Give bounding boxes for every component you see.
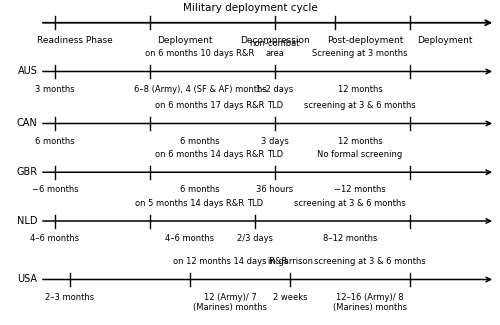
Text: TLD: TLD (247, 199, 263, 208)
Text: Deployment: Deployment (157, 36, 213, 45)
Text: 2–3 months: 2–3 months (46, 292, 94, 302)
Text: 6 months: 6 months (35, 136, 75, 146)
Text: Military deployment cycle: Military deployment cycle (182, 3, 318, 13)
Text: GBR: GBR (16, 167, 38, 177)
Text: 6–8 (Army), 4 (SF & AF) months: 6–8 (Army), 4 (SF & AF) months (134, 84, 266, 94)
Text: screening at 3 & 6 months: screening at 3 & 6 months (294, 199, 406, 208)
Text: NLD: NLD (17, 216, 38, 226)
Text: 1–2 days: 1–2 days (256, 84, 294, 94)
Text: No formal screening: No formal screening (318, 150, 402, 159)
Text: TLD: TLD (267, 101, 283, 111)
Text: Decompression: Decompression (240, 36, 310, 45)
Text: on 12 months 14 days R&R: on 12 months 14 days R&R (173, 257, 287, 266)
Text: 12 (Army)/ 7
(Marines) months: 12 (Army)/ 7 (Marines) months (193, 292, 267, 312)
Text: non-combat
area: non-combat area (250, 39, 300, 58)
Text: USA: USA (18, 275, 38, 284)
Text: 2/3 days: 2/3 days (237, 234, 273, 243)
Text: 8–12 months: 8–12 months (323, 234, 377, 243)
Text: screening at 3 & 6 months: screening at 3 & 6 months (314, 257, 426, 266)
Text: AUS: AUS (18, 67, 38, 76)
Text: −6 months: −6 months (32, 185, 78, 194)
Text: 6 months: 6 months (180, 136, 220, 146)
Text: 12 months: 12 months (338, 84, 382, 94)
Text: 3 months: 3 months (35, 84, 75, 94)
Text: on 6 months 14 days R&R: on 6 months 14 days R&R (156, 150, 264, 159)
Text: Readiness Phase: Readiness Phase (37, 36, 113, 45)
Text: CAN: CAN (17, 119, 38, 128)
Text: on 5 months 14 days R&R: on 5 months 14 days R&R (136, 199, 244, 208)
Text: 2 weeks: 2 weeks (273, 292, 307, 302)
Text: TLD: TLD (267, 150, 283, 159)
Text: 3 days: 3 days (261, 136, 289, 146)
Text: in garrison: in garrison (268, 257, 312, 266)
Text: 12–16 (Army)/ 8
(Marines) months: 12–16 (Army)/ 8 (Marines) months (333, 292, 407, 312)
Text: on 6 months 17 days R&R: on 6 months 17 days R&R (156, 101, 264, 111)
Text: −12 months: −12 months (334, 185, 386, 194)
Text: 12 months: 12 months (338, 136, 382, 146)
Text: 4–6 months: 4–6 months (166, 234, 214, 243)
Text: 4–6 months: 4–6 months (30, 234, 80, 243)
Text: Deployment: Deployment (417, 36, 473, 45)
Text: 6 months: 6 months (180, 185, 220, 194)
Text: Screening at 3 months: Screening at 3 months (312, 49, 408, 58)
Text: 36 hours: 36 hours (256, 185, 294, 194)
Text: on 6 months 10 days R&R: on 6 months 10 days R&R (146, 49, 254, 58)
Text: Post-deployment: Post-deployment (327, 36, 403, 45)
Text: screening at 3 & 6 months: screening at 3 & 6 months (304, 101, 416, 111)
